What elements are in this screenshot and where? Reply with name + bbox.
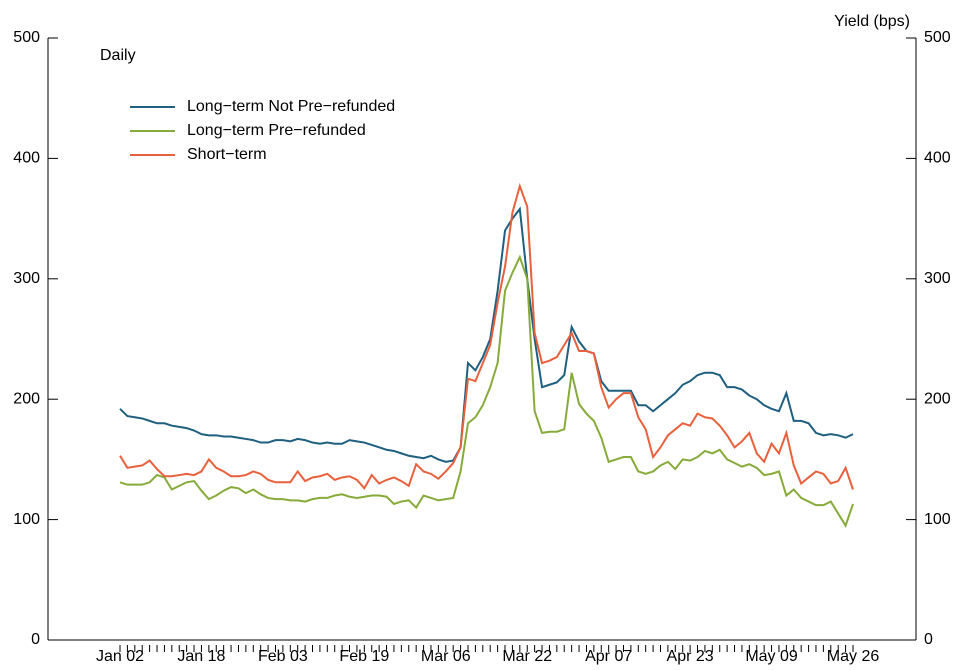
- x-tick-label: Mar 06: [421, 648, 471, 665]
- x-tick-label: Feb 03: [258, 648, 308, 665]
- line: [119, 206, 854, 463]
- legend-label: Long−term Not Pre−refunded: [187, 98, 395, 115]
- y2-tick-label: 100: [924, 511, 951, 528]
- x-tick-label: Apr 23: [667, 648, 714, 665]
- x-tick-label: May 09: [745, 648, 798, 665]
- y-tick-label: 200: [13, 390, 40, 407]
- y2-tick-label: 400: [924, 150, 951, 167]
- x-tick-label: Jan 02: [96, 648, 144, 665]
- y2-tick-label: 300: [924, 270, 951, 287]
- x-tick-label: Feb 19: [339, 648, 389, 665]
- y-tick-label: 100: [13, 511, 40, 528]
- y2-tick-label: 200: [924, 390, 951, 407]
- y-tick-label: 500: [13, 29, 40, 46]
- y-tick-label: 400: [13, 150, 40, 167]
- x-tick-label: Apr 07: [585, 648, 632, 665]
- y-tick-label: 0: [31, 631, 40, 648]
- y2-tick-label: 500: [924, 29, 951, 46]
- x-tick-label: Mar 22: [502, 648, 552, 665]
- y2-tick-label: 0: [924, 631, 933, 648]
- y-tick-label: 300: [13, 270, 40, 287]
- annotation: Daily: [100, 47, 136, 64]
- y2-axis-label: Yield (bps): [834, 13, 910, 30]
- legend-label: Long−term Pre−refunded: [187, 122, 366, 139]
- legend-label: Short−term: [187, 146, 267, 163]
- x-tick-label: May 26: [827, 648, 880, 665]
- line: [119, 182, 854, 491]
- x-tick-label: Jan 18: [177, 648, 225, 665]
- line: [119, 254, 854, 528]
